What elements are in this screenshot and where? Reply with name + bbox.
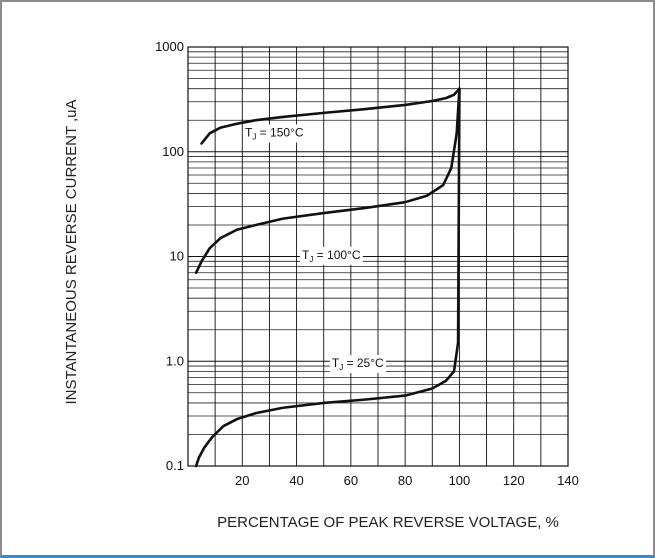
x-tick-label: 80 xyxy=(398,473,412,488)
tick-labels: 20 40 60 80 100 120 140 0.1 1.0 10 100 1000 xyxy=(155,39,579,488)
x-tick-label: 140 xyxy=(557,473,579,488)
y-tick-label: 0.1 xyxy=(166,458,184,473)
y-tick-label: 10 xyxy=(170,249,184,264)
x-tick-label: 40 xyxy=(289,473,303,488)
y-tick-label: 1000 xyxy=(155,39,184,54)
x-axis-title: PERCENTAGE OF PEAK REVERSE VOLTAGE, % xyxy=(217,514,559,531)
curve-series-2 xyxy=(194,87,461,275)
annotation-series-2: TJ = 100°C xyxy=(302,248,361,264)
annotation-background xyxy=(329,355,387,374)
curve-series-3 xyxy=(194,87,461,468)
annotation-series-1: TJ = 150°C xyxy=(245,125,304,141)
curve-series-1 xyxy=(200,87,461,145)
annotation-series-3: TJ = 25°C xyxy=(332,356,384,372)
curve-annotations: TJ = 150°C TJ = 100°C TJ = 25°C xyxy=(243,124,387,374)
y-axis-title: INSTANTANEOUS REVERSE CURRENT ,uA xyxy=(63,99,80,404)
curves xyxy=(194,87,461,468)
x-tick-label: 60 xyxy=(344,473,358,488)
annotation-background xyxy=(300,246,363,265)
x-tick-label: 100 xyxy=(449,473,471,488)
annotation-background xyxy=(243,124,306,143)
x-tick-label: 20 xyxy=(235,473,249,488)
y-tick-label: 1.0 xyxy=(166,353,184,368)
plot-border xyxy=(187,46,569,467)
y-tick-label: 100 xyxy=(162,144,184,159)
x-tick-label: 120 xyxy=(503,473,525,488)
